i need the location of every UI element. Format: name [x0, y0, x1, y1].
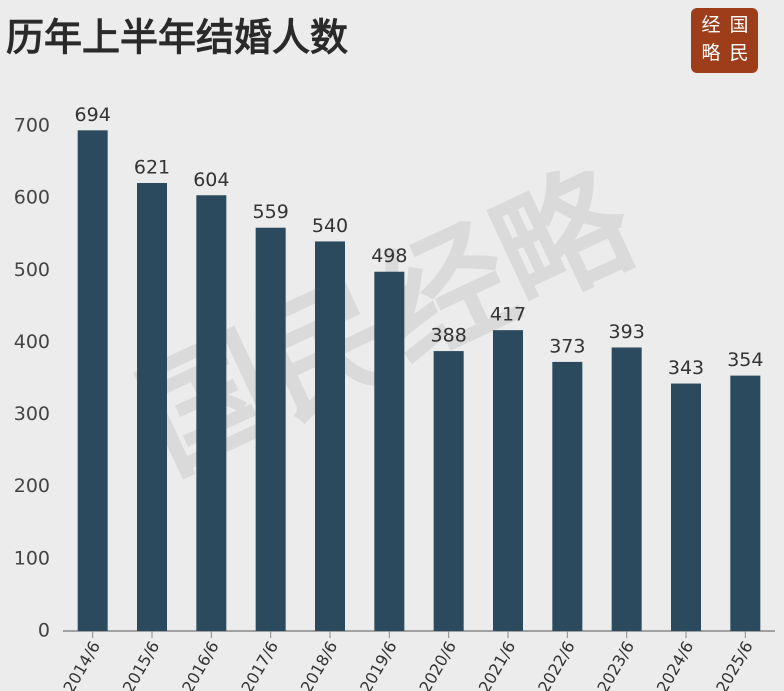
y-tick-label: 0: [38, 620, 50, 642]
bar: [730, 375, 761, 631]
bar: [374, 271, 405, 631]
y-tick-label: 300: [14, 403, 50, 425]
bar: [552, 361, 583, 631]
bar: [315, 241, 345, 631]
y-tick-label: 100: [14, 547, 50, 569]
value-label: 621: [134, 156, 170, 178]
bar: [611, 347, 642, 631]
value-label: 373: [549, 335, 585, 357]
value-label: 343: [668, 357, 704, 379]
y-tick-label: 700: [14, 115, 50, 137]
logo-char: 略: [701, 42, 720, 64]
logo-char: 国: [729, 14, 748, 36]
value-label: 540: [312, 215, 348, 237]
bar: [137, 182, 167, 631]
bar: [77, 130, 108, 632]
value-label: 393: [609, 321, 645, 343]
y-tick-label: 200: [14, 475, 50, 497]
bar: [433, 351, 464, 631]
value-label: 388: [431, 325, 467, 347]
value-label: 604: [193, 169, 229, 191]
y-tick-label: 600: [14, 187, 50, 209]
logo-box: [691, 8, 758, 73]
value-label: 559: [253, 201, 289, 223]
value-label: 498: [371, 245, 407, 267]
value-label: 694: [75, 104, 111, 126]
value-label: 417: [490, 304, 526, 326]
y-tick-label: 500: [14, 259, 50, 281]
chart-title: 历年上半年结婚人数: [6, 16, 348, 60]
bar: [671, 383, 701, 631]
y-tick-label: 400: [14, 331, 50, 353]
logo-char: 经: [701, 14, 720, 36]
bar: [196, 195, 227, 631]
logo-char: 民: [729, 42, 748, 64]
bar: [493, 330, 523, 631]
value-label: 354: [727, 349, 763, 371]
bar: [255, 227, 286, 631]
